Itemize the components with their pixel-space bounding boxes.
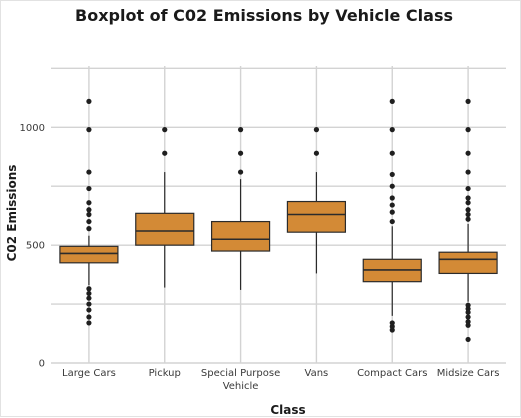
outlier-point: [465, 319, 471, 325]
grid-layer: [51, 66, 506, 364]
box-group: [286, 127, 347, 274]
y-tick-label: 1000: [20, 123, 45, 134]
outlier-point: [465, 195, 471, 201]
x-tick-label: Large Cars: [62, 368, 116, 379]
outlier-point: [465, 185, 471, 192]
outlier-point: [86, 290, 92, 297]
x-tick-label-line: Midsize Cars: [437, 368, 500, 379]
outlier-point: [86, 295, 92, 301]
outlier-point: [465, 302, 471, 308]
outlier-point: [389, 218, 395, 225]
outlier-point: [465, 127, 471, 133]
box-group: [210, 127, 271, 290]
outlier-point: [389, 183, 395, 189]
outlier-point: [465, 98, 471, 104]
outlier-point: [86, 98, 92, 104]
box-iqr: [59, 245, 119, 264]
x-tick-label-line: Pickup: [149, 368, 181, 379]
outlier-point: [313, 150, 320, 156]
outlier-point: [237, 127, 244, 133]
x-tick-label: Midsize Cars: [437, 368, 500, 379]
chart-title: Boxplot of C02 Emissions by Vehicle Clas…: [75, 6, 453, 25]
outlier-point: [86, 185, 92, 192]
outlier-point: [86, 218, 92, 225]
outlier-point: [465, 169, 471, 175]
y-tick-label: 500: [26, 241, 45, 252]
outlier-point: [86, 320, 92, 326]
x-tick-label-line: Large Cars: [62, 368, 116, 379]
outlier-point: [162, 150, 168, 156]
outlier-point: [237, 150, 244, 156]
outlier-point: [389, 202, 395, 208]
x-tick-label: Pickup: [149, 368, 181, 379]
x-tick-label-line: Compact Cars: [357, 368, 427, 379]
outlier-point: [86, 307, 92, 313]
outlier-point: [465, 336, 471, 343]
outlier-point: [465, 207, 471, 213]
outlier-point: [465, 200, 471, 206]
outlier-point: [86, 301, 92, 307]
outlier-point: [465, 216, 471, 222]
outlier-point: [389, 320, 395, 326]
box-group: [362, 98, 422, 333]
outlier-point: [389, 195, 395, 201]
x-tick-label: Compact Cars: [357, 368, 427, 379]
box-group: [135, 127, 195, 288]
box-group: [59, 98, 119, 326]
outlier-point: [465, 314, 471, 320]
x-axis-title: Class: [270, 403, 305, 417]
y-tick-label: 0: [39, 359, 45, 370]
outlier-point: [465, 211, 471, 218]
x-tick-label-line: Vehicle: [223, 381, 259, 392]
x-tick-label: Vans: [305, 368, 329, 379]
outlier-point: [389, 150, 395, 156]
y-tick-labels: 0 500 1000: [20, 123, 45, 370]
x-tick-label-line: Vans: [305, 368, 329, 379]
outlier-point: [86, 286, 92, 292]
x-tick-labels: Large Cars Pickup Special Purpose Vehicle Va…: [62, 368, 499, 392]
box-iqr: [135, 212, 195, 246]
outlier-point: [86, 127, 92, 133]
box-group: [438, 98, 498, 343]
outlier-point: [465, 150, 471, 156]
outlier-point: [86, 226, 92, 232]
outlier-point: [86, 169, 92, 175]
outlier-point: [162, 127, 168, 133]
x-tick-label-line: Special Purpose: [201, 368, 280, 379]
box-iqr: [210, 220, 271, 252]
x-tick-label: Special Purpose Vehicle: [201, 368, 280, 392]
outlier-point: [86, 207, 92, 213]
outlier-point: [86, 211, 92, 218]
outlier-point: [86, 200, 92, 206]
outlier-point: [389, 171, 395, 178]
outlier-point: [389, 98, 395, 104]
outlier-point: [389, 127, 395, 133]
outlier-point: [389, 209, 395, 215]
outlier-point: [237, 169, 244, 175]
box-iqr: [286, 200, 347, 233]
outlier-point: [313, 127, 320, 133]
y-axis-title: C02 Emissions: [5, 165, 19, 262]
box-layer: [59, 98, 498, 343]
outlier-point: [86, 314, 92, 320]
box-iqr: [438, 251, 498, 275]
